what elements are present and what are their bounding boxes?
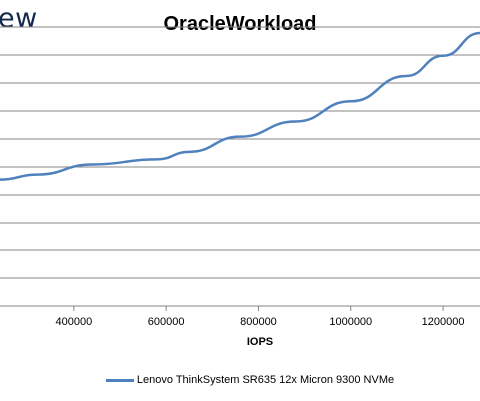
x-tick-label-2: 800000 — [240, 316, 277, 328]
legend-label: Lenovo ThinkSystem SR635 12x Micron 9300… — [136, 374, 395, 386]
legend-swatch — [105, 378, 134, 382]
series-line-0 — [0, 31, 480, 181]
x-tick-label-4: 1200000 — [422, 316, 465, 328]
x-axis-title: IOPS — [246, 336, 274, 348]
legend: Lenovo ThinkSystem SR635 12x Micron 9300… — [0, 374, 480, 386]
x-tick-label-0: 400000 — [55, 316, 92, 328]
x-tick-label-1: 600000 — [148, 316, 185, 328]
brand-logo-fragment: ew — [0, 3, 38, 34]
chart-title: OracleWorkload — [163, 13, 317, 35]
x-tick-label-3: 1000000 — [329, 316, 372, 328]
